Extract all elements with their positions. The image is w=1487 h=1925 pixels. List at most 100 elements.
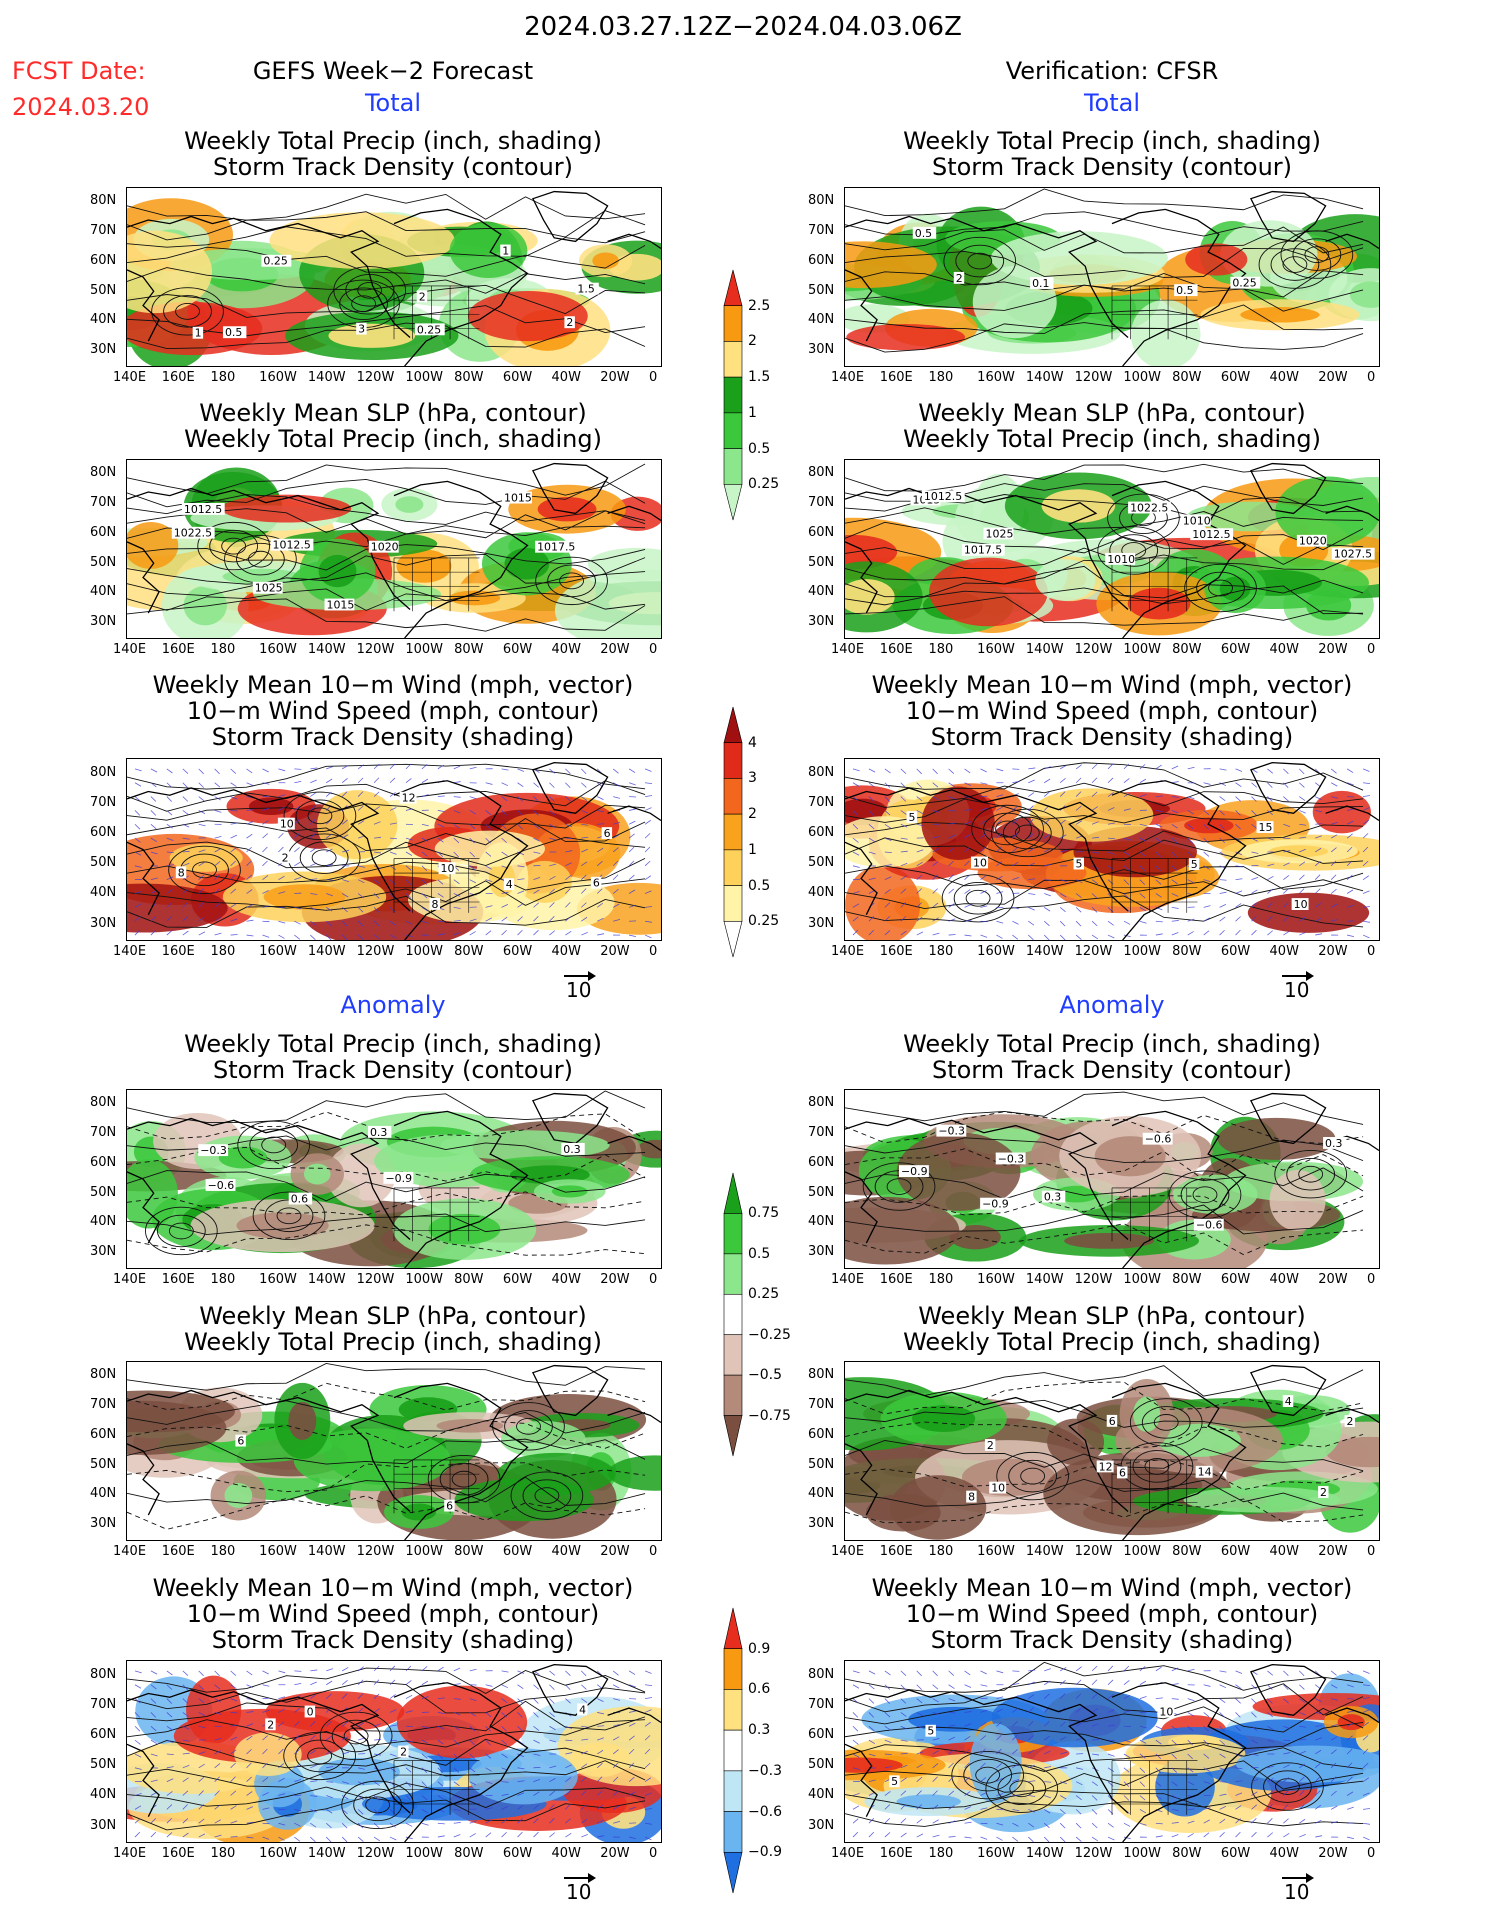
wind-vector (1107, 1781, 1114, 1787)
p6-left-title-line-2: 10−m Wind Speed (mph, contour) (186, 1600, 600, 1628)
wind-vector (629, 808, 637, 811)
wind-vector (214, 1698, 221, 1703)
wind-vector (628, 1684, 636, 1688)
wind-vector (469, 1820, 477, 1824)
wind-vector (1123, 1665, 1130, 1672)
wind-vector (469, 1668, 477, 1672)
wind-vector (421, 1822, 429, 1826)
wind-vector (341, 920, 348, 927)
wind-vector (389, 1724, 397, 1727)
contour-ring (943, 236, 1017, 286)
wind-vector (469, 851, 475, 858)
wind-vector (644, 1822, 653, 1825)
wind-vector (1171, 810, 1179, 814)
wind-vector (645, 906, 653, 908)
colorbar-swatch (723, 1770, 743, 1812)
wind-vector (1219, 916, 1226, 922)
wind-vector (342, 1781, 349, 1785)
shading-blob (467, 291, 588, 342)
wind-vector (1314, 902, 1322, 908)
svg-text:2: 2 (1346, 1415, 1353, 1428)
wind-vector (932, 917, 939, 922)
wind-vector (1012, 819, 1018, 825)
wind-vector (996, 1836, 1003, 1841)
wind-vector (1139, 879, 1146, 885)
wind-vector (246, 782, 254, 786)
wind-vector (549, 875, 556, 881)
wind-vector (1059, 1693, 1066, 1699)
wind-vector (932, 1737, 940, 1741)
contour-line (127, 244, 646, 277)
wind-vector (612, 834, 620, 839)
wind-vector (1076, 835, 1083, 839)
contour-label: 1.5 (575, 283, 599, 296)
wind-vector (310, 779, 317, 784)
coastline (531, 1664, 609, 1716)
svg-text:1022.5: 1022.5 (1130, 502, 1168, 515)
contour-ring (343, 1727, 369, 1745)
wind-vector (1171, 920, 1179, 922)
wind-vector (644, 920, 653, 923)
wind-vector (1299, 1763, 1306, 1769)
wind-vector (421, 1725, 429, 1729)
wind-vector (1283, 1670, 1289, 1676)
wind-vector (900, 1790, 907, 1796)
wind-vector (1203, 1684, 1211, 1687)
wind-vector (1267, 810, 1274, 816)
wind-vector (1203, 1832, 1210, 1838)
wind-vector (932, 1819, 939, 1824)
wind-vector (341, 1721, 348, 1727)
wind-vector (373, 879, 380, 885)
coastline (127, 269, 160, 342)
p2l-lon-tick: 20W (600, 642, 630, 657)
p6r-lon-tick: 160E (879, 1846, 913, 1861)
wind-vector (644, 833, 651, 839)
p2r-lat-tick: 60N (808, 524, 835, 540)
p3-left-title-line-1: Weekly Mean 10−m Wind (mph, vector) (152, 671, 634, 699)
contour-label: 2 (1318, 1486, 1329, 1499)
wind-vector (278, 1748, 284, 1755)
wind-vector (1187, 1753, 1193, 1760)
p2l-lon-tick: 80W (454, 642, 484, 657)
wind-vector (628, 874, 635, 880)
wind-vector (262, 1807, 270, 1810)
wind-vector (565, 837, 573, 840)
wind-vector (262, 1777, 269, 1782)
wind-vector (1299, 1834, 1306, 1838)
wind-vector (517, 796, 523, 802)
wind-vector (1028, 1669, 1036, 1672)
wind-vector (373, 1822, 380, 1829)
contour-ring (311, 849, 337, 867)
wind-vector (533, 1712, 539, 1718)
wind-vector (1155, 933, 1163, 936)
p2r-lon-tick: 180 (928, 642, 954, 657)
wind-vector (612, 1670, 619, 1676)
wind-vector (1028, 1721, 1034, 1727)
wind-vector (469, 796, 477, 800)
p2-left-title-line-1: Weekly Mean SLP (hPa, contour) (199, 399, 587, 427)
wind-vector (389, 1739, 397, 1742)
wind-vector (501, 1739, 508, 1746)
p3r-lat-tick: 80N (808, 764, 835, 780)
wind-vector (1346, 1684, 1354, 1688)
wind-vector (246, 1776, 252, 1782)
wind-vector (389, 865, 397, 870)
left-column-title: GEFS Week−2 Forecast (252, 57, 534, 85)
contour-line (127, 1213, 646, 1236)
wind-vector (517, 1684, 524, 1689)
wind-vector (150, 1725, 157, 1732)
svg-text:1025: 1025 (255, 582, 283, 595)
wind-vector (1283, 837, 1291, 840)
vector-ref-arrow-left-total (564, 971, 596, 981)
wind-vector (1123, 1680, 1130, 1686)
colorbar-label: 4 (748, 734, 757, 751)
wind-vector (357, 777, 364, 784)
wind-vector (357, 1795, 364, 1801)
wind-vector (1171, 1834, 1179, 1838)
wind-vector (517, 1739, 524, 1745)
wind-vector (421, 851, 428, 857)
p5l-lon-tick: 120W (356, 1544, 395, 1559)
wind-vector (964, 889, 971, 894)
wind-vector (1012, 1670, 1020, 1672)
colorbar-swatch (723, 706, 743, 744)
